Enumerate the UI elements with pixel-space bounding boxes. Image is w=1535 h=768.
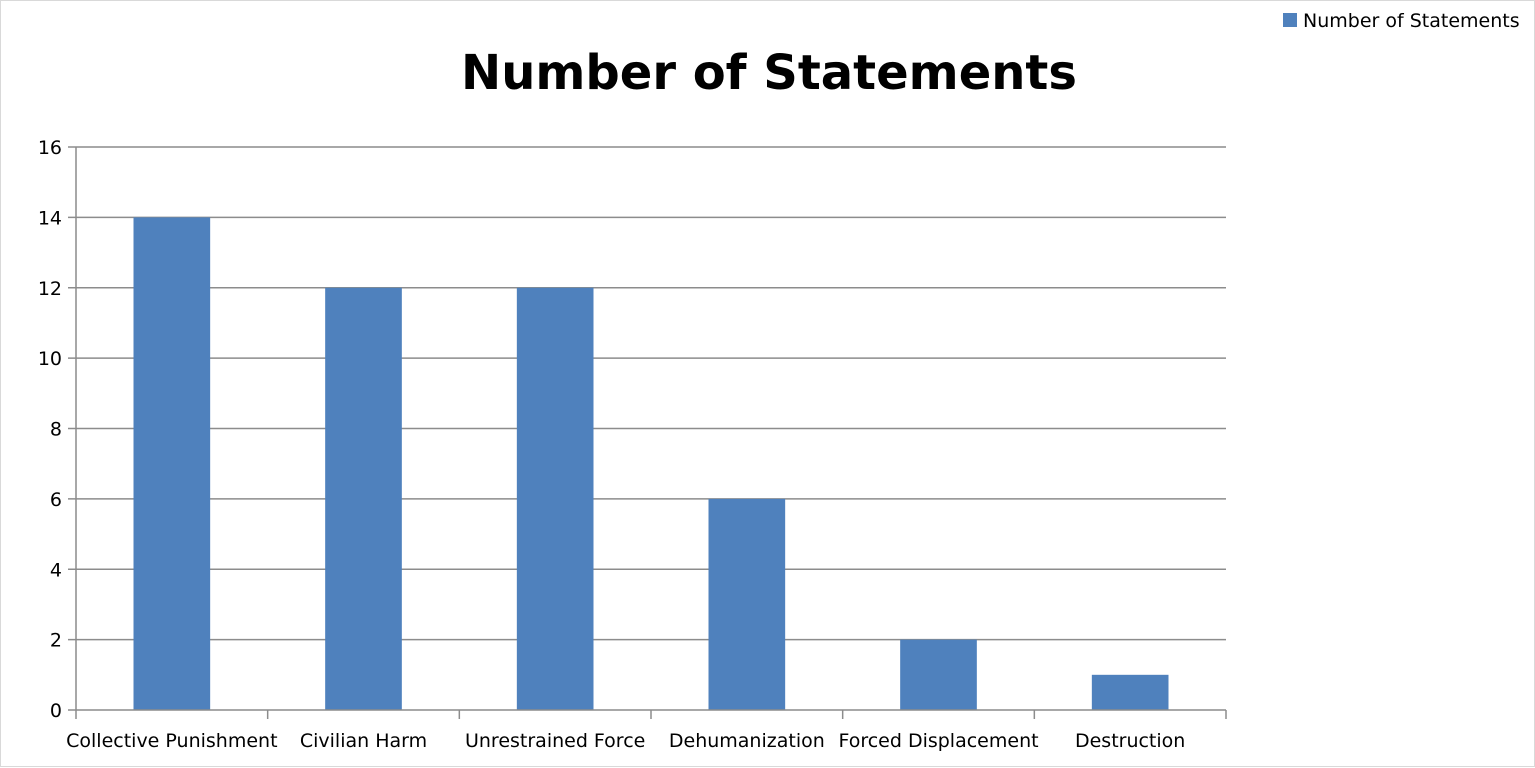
x-category-label: Collective Punishment <box>66 730 277 752</box>
bar <box>325 287 402 710</box>
x-category-label: Civilian Harm <box>300 730 427 752</box>
legend: Number of Statements <box>1283 10 1520 32</box>
bar <box>900 639 977 710</box>
axes <box>68 146 1227 719</box>
x-category-label: Destruction <box>1075 730 1185 752</box>
y-tick-label: 4 <box>50 559 62 581</box>
y-tick-label: 0 <box>50 700 62 722</box>
gridlines <box>76 146 1226 641</box>
x-category-label: Dehumanization <box>669 730 825 752</box>
legend-swatch <box>1283 13 1297 27</box>
bar <box>133 217 211 710</box>
chart-title: Number of Statements <box>461 45 1077 101</box>
y-tick-labels: 0 2 4 6 8 10 12 14 16 <box>38 137 62 722</box>
y-tick-label: 16 <box>38 137 62 159</box>
x-category-labels: Collective Punishment Civilian Harm Unrest… <box>66 730 1185 752</box>
legend-label: Number of Statements <box>1303 10 1520 32</box>
bar <box>708 498 786 710</box>
bars <box>133 217 1169 710</box>
y-tick-label: 2 <box>50 630 62 652</box>
bar <box>516 287 594 710</box>
y-tick-label: 8 <box>50 419 62 441</box>
x-category-label: Unrestrained Force <box>465 730 645 752</box>
x-category-label: Forced Displacement <box>838 730 1038 752</box>
y-tick-label: 12 <box>38 278 62 300</box>
y-tick-label: 10 <box>38 348 62 370</box>
y-tick-label: 14 <box>38 207 62 229</box>
bar <box>1091 674 1169 710</box>
y-tick-label: 6 <box>50 489 62 511</box>
